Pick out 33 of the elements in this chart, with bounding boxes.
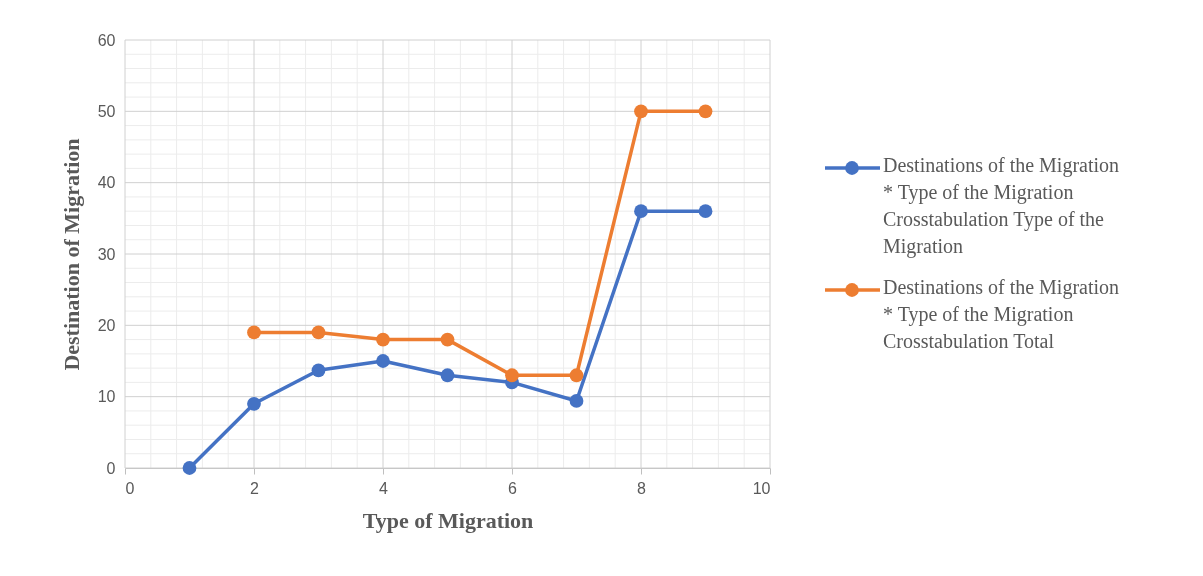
legend-label: Destinations of the Migration * Type of the Migration Crosstabulation Type of the Migration xyxy=(883,154,1120,258)
x-tick-label: 0 xyxy=(125,479,135,497)
point xyxy=(376,332,390,347)
x-tick-label: 10 xyxy=(752,479,771,497)
point xyxy=(634,204,648,219)
point xyxy=(311,363,326,378)
y-tick-label: 30 xyxy=(97,245,116,263)
x-axis-title: Type of Migration xyxy=(362,507,534,533)
x-tick-label: 6 xyxy=(508,479,518,497)
point xyxy=(311,325,326,340)
point xyxy=(247,325,261,340)
x-tick-label: 2 xyxy=(250,479,260,497)
point xyxy=(569,394,584,408)
y-axis-title: Destination of Migration xyxy=(58,138,84,371)
point xyxy=(698,204,713,219)
y-tick-label: 60 xyxy=(97,31,116,49)
point xyxy=(569,368,584,383)
y-tick-label: 50 xyxy=(97,102,116,120)
point xyxy=(634,104,648,119)
y-tick-label: 20 xyxy=(97,316,116,334)
y-tick-label: 40 xyxy=(97,174,116,192)
y-tick-label: 0 xyxy=(106,459,116,477)
legend-label: Destinations of the Migration * Type of the Migration Crosstabulation Total xyxy=(883,276,1120,352)
point xyxy=(440,368,455,383)
y-tick-label: 10 xyxy=(97,388,116,406)
point xyxy=(376,354,390,368)
point xyxy=(698,104,713,119)
point xyxy=(247,396,261,411)
point xyxy=(440,332,455,347)
x-tick-label: 8 xyxy=(637,479,647,497)
point xyxy=(505,368,519,383)
point xyxy=(182,461,197,475)
x-tick-label: 4 xyxy=(379,479,389,497)
